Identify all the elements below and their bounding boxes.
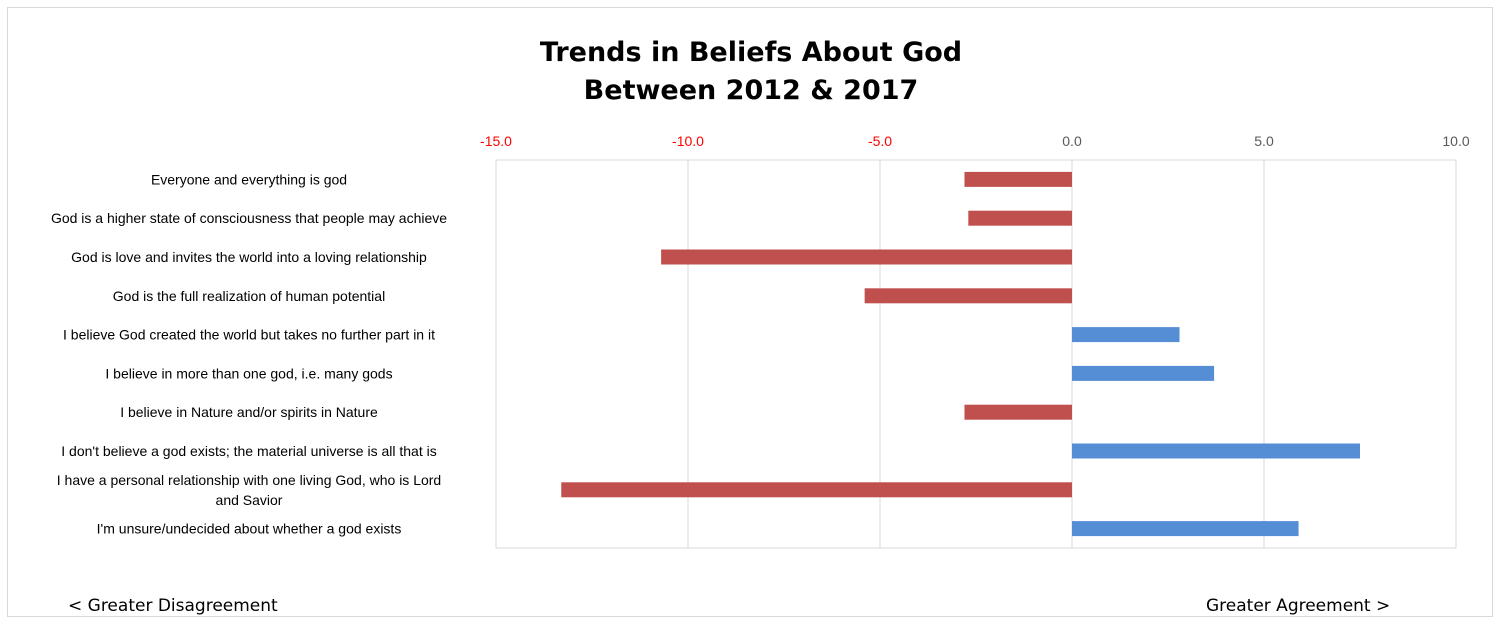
category-label: I have a personal relationship with one … [57, 472, 441, 508]
bar [1072, 327, 1180, 343]
bar [1072, 365, 1215, 381]
x-tick-label: 5.0 [1254, 133, 1274, 149]
category-label: God is love and invites the world into a… [71, 249, 427, 265]
x-tick-label: -10.0 [672, 133, 704, 149]
category-label: God is a higher state of consciousness t… [51, 210, 447, 226]
x-tick-label: 0.0 [1062, 133, 1082, 149]
chart-title-line-1: Trends in Beliefs About God [539, 37, 963, 68]
category-label: I believe in more than one god, i.e. man… [105, 365, 392, 381]
bar [561, 482, 1072, 498]
bar [864, 288, 1072, 304]
agreement-annotation: Greater Agreement > [1206, 596, 1391, 616]
chart-title: Trends in Beliefs About God Between 2012… [0, 34, 1502, 110]
category-label: I'm unsure/undecided about whether a god… [97, 521, 402, 537]
x-tick-label: -5.0 [868, 133, 892, 149]
category-label: I believe God created the world but take… [63, 327, 435, 343]
category-label: I believe in Nature and/or spirits in Na… [120, 404, 378, 420]
x-tick-label: 10.0 [1442, 133, 1469, 149]
bar [1072, 521, 1299, 537]
disagreement-annotation: < Greater Disagreement [68, 596, 278, 616]
bar [1072, 443, 1360, 459]
category-label: God is the full realization of human pot… [113, 288, 385, 304]
category-label: I don't believe a god exists; the materi… [61, 443, 436, 459]
bar [661, 249, 1072, 265]
bar [968, 210, 1072, 226]
bar [964, 404, 1072, 420]
category-label: Everyone and everything is god [151, 171, 347, 187]
chart-frame [7, 7, 1493, 617]
x-tick-label: -15.0 [480, 133, 512, 149]
bar [964, 171, 1072, 187]
chart-title-line-2: Between 2012 & 2017 [583, 75, 919, 106]
